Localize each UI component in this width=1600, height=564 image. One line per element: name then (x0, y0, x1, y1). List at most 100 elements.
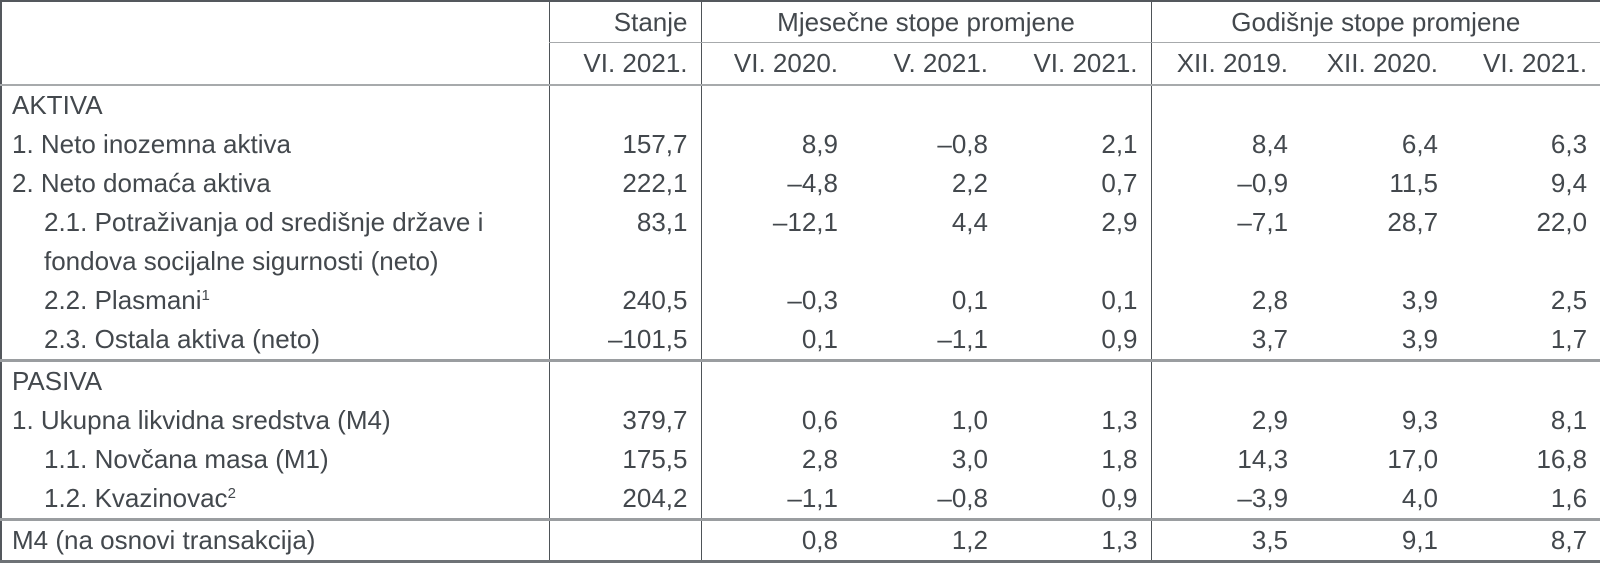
value-cell (1001, 359, 1152, 401)
value-cell: 2,8 (700, 440, 851, 479)
value-cell: 11,5 (1389, 168, 1439, 198)
value-cell (548, 518, 701, 562)
value-cell: 1,3 (1001, 518, 1152, 562)
value-cell: 2,1 (1101, 129, 1138, 159)
header-monthly-group: Mjesečne stope promjene (700, 1, 1152, 43)
value-cell: 22,0 (1536, 207, 1588, 237)
table-row: 2.2. Plasmani1 240,5 –0,3 0,1 0,1 2,8 3,9 2,5 (1, 281, 1600, 320)
header-stanje: Stanje (548, 1, 701, 43)
value-cell: 1,2 (851, 518, 1001, 562)
row-label: PASIVA (1, 359, 549, 401)
value-cell: –1,1 (937, 324, 988, 354)
table-row: 1. Ukupna likvidna sredstva (M4) 379,7 0,6… (1, 401, 1600, 440)
header-yearly-group: Godišnje stope promjene (1150, 1, 1600, 43)
table-row: 1.1. Novčana masa (M1) 175,5 2,8 3,0 1,8 14,3… (1, 440, 1600, 479)
value-cell (1301, 359, 1452, 401)
value-cell: 0,7 (1101, 168, 1138, 198)
value-cell: 3,9 (1401, 285, 1439, 315)
row-label: 2. Neto domaća aktiva (12, 168, 271, 198)
row-label: 1. Ukupna likvidna sredstva (M4) (12, 405, 391, 435)
value-cell: 1,3 (1101, 405, 1138, 435)
value-cell: 2,2 (951, 168, 988, 198)
row-label: M4 (na osnovi transakcija) (1, 518, 549, 562)
table-row: 2.3. Ostala aktiva (neto) –101,5 0,1 –1,1 0,… (1, 320, 1600, 361)
header-date-yearly-3: VI. 2021. (1451, 42, 1600, 86)
value-cell (548, 359, 701, 401)
value-cell: –7,1 (1150, 203, 1302, 281)
value-cell: 3,5 (1150, 518, 1302, 562)
value-cell: 6,4 (1401, 129, 1439, 159)
value-cell (1001, 85, 1151, 125)
footnote-marker: 1 (201, 287, 210, 304)
table-row: 2.1. Potraživanja od središnje države i … (1, 203, 1600, 281)
value-cell: 1,0 (951, 405, 988, 435)
value-cell: 6,3 (1550, 129, 1588, 159)
value-cell: 9,1 (1301, 518, 1452, 562)
value-cell: –101,5 (548, 320, 701, 361)
value-cell: 2,8 (1150, 281, 1302, 320)
value-cell (851, 85, 1001, 125)
value-cell: –0,9 (1150, 164, 1302, 203)
value-cell: 9,4 (1550, 168, 1588, 198)
value-cell: 2,9 (1101, 207, 1138, 237)
table-header: Stanje Mjesečne stope promjene Godišnje … (1, 1, 1600, 86)
header-date-monthly-1: VI. 2020. (700, 42, 851, 86)
header-date-yearly-1: XII. 2019. (1150, 42, 1302, 86)
value-cell: 240,5 (548, 281, 701, 320)
footnote-marker: 2 (227, 485, 236, 502)
row-label: 1.1. Novčana masa (M1) (44, 444, 329, 474)
value-cell: –0,8 (937, 483, 988, 513)
row-label: 1. Neto inozemna aktiva (12, 129, 291, 159)
table-body: AKTIVA 1. Neto inozemna aktiva 157,7 8,9 –0,… (1, 85, 1600, 562)
header-group-row: Stanje Mjesečne stope promjene Godišnje … (1, 1, 1600, 86)
table-row: 1.2. Kvazinovac2 204,2 –1,1 –0,8 0,9 –3,9 4,0 1… (1, 479, 1600, 520)
value-cell: 1,6 (1550, 483, 1588, 513)
value-cell: 8,7 (1451, 518, 1600, 562)
value-cell (851, 359, 1001, 401)
section-row: AKTIVA (1, 85, 1600, 125)
table-row: 2. Neto domaća aktiva 222,1 –4,8 2,2 0,7 –0,9… (1, 164, 1600, 203)
value-cell: 379,7 (548, 401, 701, 440)
value-cell: 0,9 (1101, 324, 1138, 354)
row-label: 2.1. Potraživanja od središnje države i … (44, 207, 484, 276)
value-cell: 4,0 (1401, 483, 1439, 513)
row-label: 1.2. Kvazinovac2 (44, 483, 236, 513)
value-cell (548, 85, 701, 125)
row-label: 2.3. Ostala aktiva (neto) (44, 324, 321, 354)
value-cell: 17,0 (1387, 444, 1439, 474)
value-cell: 9,3 (1401, 405, 1439, 435)
value-cell: 222,1 (548, 164, 701, 203)
value-cell: 2,5 (1550, 285, 1588, 315)
header-dates-row: VI. 2021. VI. 2020. V. 2021. VI. 2021. X… (1, 42, 1600, 86)
value-cell: 28,7 (1387, 207, 1439, 237)
header-date-monthly-3: VI. 2021. (1001, 42, 1152, 86)
header-corner-cell (1, 1, 549, 86)
value-cell: 83,1 (548, 203, 701, 281)
value-cell: 0,8 (700, 518, 851, 562)
value-cell: –1,1 (700, 479, 851, 520)
value-cell: 157,7 (548, 125, 701, 164)
value-cell (700, 85, 851, 125)
value-cell: 0,1 (951, 285, 988, 315)
section-row: PASIVA (1, 359, 1600, 401)
value-cell: 0,1 (700, 320, 851, 361)
value-cell (1301, 85, 1451, 125)
value-cell: 3,0 (951, 444, 988, 474)
value-cell (1150, 85, 1302, 125)
table-row: 1. Neto inozemna aktiva 157,7 8,9 –0,8 2,1 8,… (1, 125, 1600, 164)
table-row: M4 (na osnovi transakcija) 0,8 1,2 1,3 3,5 9,… (1, 518, 1600, 562)
value-cell: –0,3 (700, 281, 851, 320)
header-date-yearly-2: XII. 2020. (1301, 42, 1452, 86)
value-cell: 8,1 (1550, 405, 1588, 435)
value-cell: 1,8 (1101, 444, 1138, 474)
value-cell: 175,5 (548, 440, 701, 479)
value-cell: 1,7 (1550, 324, 1588, 354)
value-cell: –0,8 (937, 129, 988, 159)
header-date-monthly-2: V. 2021. (851, 42, 1001, 86)
value-cell: 4,4 (951, 207, 988, 237)
value-cell: 204,2 (548, 479, 701, 520)
value-cell (1451, 85, 1600, 125)
value-cell (1150, 359, 1302, 401)
value-cell: 14,3 (1150, 440, 1302, 479)
